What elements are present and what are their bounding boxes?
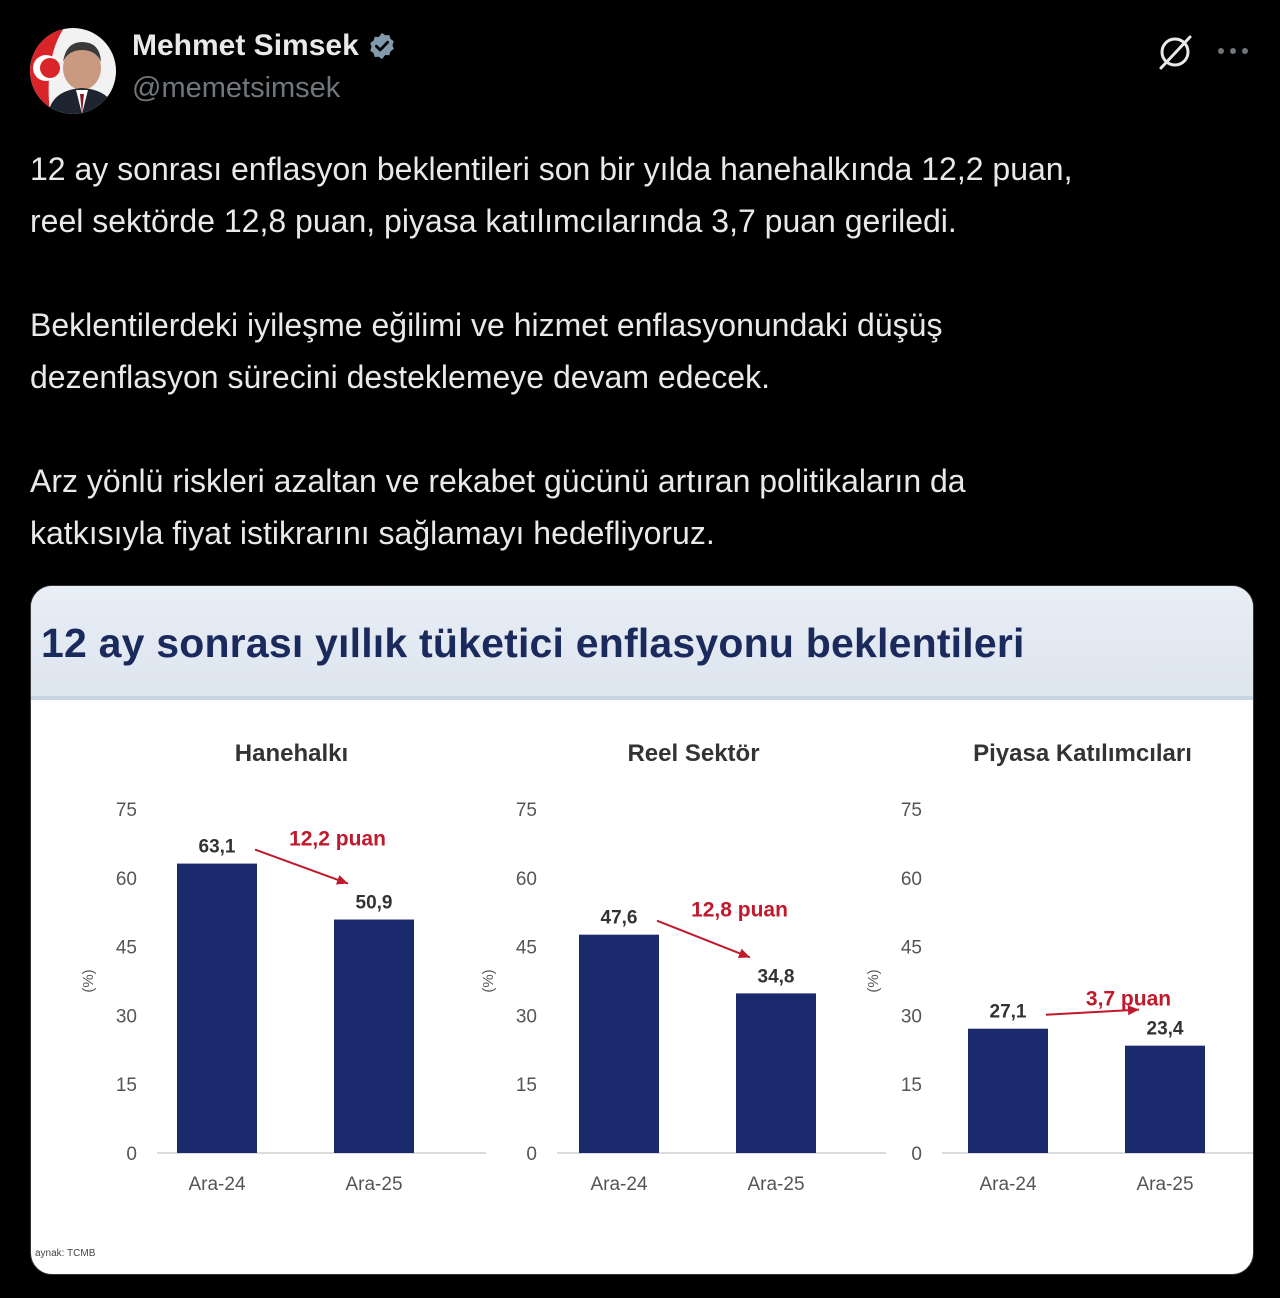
y-tick-label: 45 [516,938,537,959]
y-tick-label: 75 [516,800,537,821]
y-tick-label: 30 [516,1006,537,1027]
bar [177,863,257,1153]
y-tick-label: 15 [116,1075,137,1096]
bar [736,993,816,1153]
bar [579,934,659,1153]
y-tick-label: 45 [116,938,137,959]
x-tick-label: Ara-24 [979,1174,1036,1195]
tweet-paragraph: Arz yönlü riskleri azaltan ve rekabet gü… [30,463,966,551]
bar-value-label: 50,9 [356,893,393,914]
y-tick-label: 75 [116,800,137,821]
annotation-arrow [254,848,349,885]
x-tick-label: Ara-24 [188,1174,245,1195]
bar-value-label: 23,4 [1147,1019,1184,1040]
annotation-arrowhead [737,948,750,958]
author-handle[interactable]: @memetsimsek [132,72,341,104]
y-tick-label: 60 [901,869,922,890]
y-tick-label: 0 [911,1144,922,1165]
tweet-media-image[interactable]: 12 ay sonrası yıllık tüketici enflasyonu… [30,585,1254,1275]
author-name-row[interactable]: Mehmet Simsek [132,28,397,64]
x-tick-label: Ara-25 [1136,1174,1193,1195]
chart-title: Reel Sektör [627,740,759,767]
y-axis-label: (%) [480,969,497,992]
x-tick-label: Ara-24 [590,1174,647,1195]
tweet-text: 12 ay sonrası enflasyon beklentileri son… [30,143,1260,611]
more-options-icon[interactable] [1215,36,1251,66]
annotation-arrow [1045,1008,1140,1016]
tweet-paragraph: Beklentilerdeki iyileşme eğilimi ve hizm… [30,307,943,395]
annotation-arrowhead [335,875,348,885]
y-tick-label: 60 [516,869,537,890]
y-tick-label: 30 [116,1006,137,1027]
y-tick-label: 15 [901,1075,922,1096]
slide-title: 12 ay sonrası yıllık tüketici enflasyonu… [41,620,1025,666]
y-axis-label: (%) [80,969,97,992]
y-tick-label: 0 [526,1144,537,1165]
bar [1125,1045,1205,1153]
y-tick-label: 75 [901,800,922,821]
y-tick-label: 15 [516,1075,537,1096]
annotation-label: 12,8 puan [691,899,788,922]
y-tick-label: 45 [901,938,922,959]
slide-title-bar: 12 ay sonrası yıllık tüketici enflasyonu… [31,586,1253,700]
source-note: aynak: TCMB [35,1248,96,1259]
x-tick-label: Ara-25 [345,1174,402,1195]
y-tick-label: 30 [901,1006,922,1027]
bar-charts: Hanehalkı 0 15 30 45 60 75 (%) 63,1 Ara-24 50,9 Ara… [80,740,1253,1195]
verified-badge-icon [370,32,394,60]
bar [334,919,414,1153]
annotation-label: 3,7 puan [1086,988,1171,1011]
tweet-header: Mehmet Simsek @memetsimsek [30,22,1260,118]
chart-title: Piyasa Katılımcıları [973,740,1192,767]
bar-value-label: 27,1 [990,1002,1027,1023]
annotation-arrow [656,919,751,959]
tweet-paragraph: 12 ay sonrası enflasyon beklentileri son… [30,151,1073,239]
avatar[interactable] [30,28,116,114]
annotation-arrowhead [1127,1005,1139,1016]
y-axis-label: (%) [865,969,882,992]
bar-value-label: 47,6 [601,908,638,929]
bar [968,1028,1048,1153]
x-tick-label: Ara-25 [747,1174,804,1195]
y-tick-label: 60 [116,869,137,890]
bar-value-label: 34,8 [758,966,795,987]
author-display-name[interactable]: Mehmet Simsek [132,29,359,62]
grok-icon[interactable] [1155,32,1195,72]
bar-value-label: 63,1 [199,837,236,858]
annotation-label: 12,2 puan [289,828,386,851]
chart-title: Hanehalkı [235,740,348,767]
y-tick-label: 0 [126,1144,137,1165]
